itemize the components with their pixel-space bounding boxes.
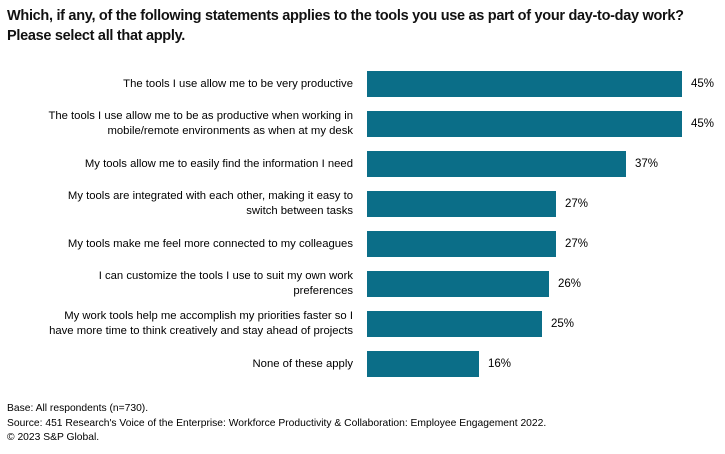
value-label: 27% bbox=[565, 198, 589, 210]
category-label: The tools I use allow me to be very prod… bbox=[123, 77, 353, 90]
chart-row: My tools make me feel more connected to … bbox=[0, 224, 725, 264]
value-label: 26% bbox=[558, 278, 582, 290]
chart-row: The tools I use allow me to be as produc… bbox=[0, 104, 725, 144]
category-label: My work tools help me accomplish my prio… bbox=[49, 310, 353, 337]
chart-row: None of these apply 16% bbox=[0, 344, 725, 384]
bar bbox=[367, 151, 626, 177]
bar bbox=[367, 231, 556, 257]
value-label: 27% bbox=[565, 238, 589, 250]
bar-chart: The tools I use allow me to be very prod… bbox=[0, 64, 725, 384]
bar bbox=[367, 111, 682, 137]
value-label: 25% bbox=[551, 318, 575, 330]
bar-area: 37% bbox=[367, 151, 725, 177]
chart-row: My tools are integrated with each other,… bbox=[0, 184, 725, 224]
bar bbox=[367, 71, 682, 97]
chart-row: The tools I use allow me to be very prod… bbox=[0, 64, 725, 104]
bar bbox=[367, 271, 549, 297]
category-label: None of these apply bbox=[252, 357, 354, 370]
value-label: 16% bbox=[488, 358, 512, 370]
bar-area: 45% bbox=[367, 71, 725, 97]
chart-title: Which, if any, of the following statemen… bbox=[7, 8, 684, 44]
bar bbox=[367, 311, 542, 337]
bar-area: 16% bbox=[367, 351, 725, 377]
bar bbox=[367, 351, 479, 377]
category-label: The tools I use allow me to be as produc… bbox=[48, 110, 353, 137]
value-label: 45% bbox=[691, 118, 715, 130]
footnote-base: Base: All respondents (n=730). bbox=[7, 403, 149, 414]
category-label: My tools make me feel more connected to … bbox=[67, 237, 353, 250]
value-label: 37% bbox=[635, 158, 659, 170]
bar-area: 27% bbox=[367, 191, 725, 217]
category-label: My tools allow me to easily find the inf… bbox=[84, 157, 353, 170]
chart-row: I can customize the tools I use to suit … bbox=[0, 264, 725, 304]
footnote-copyright: © 2023 S&P Global. bbox=[7, 432, 100, 443]
bar-area: 45% bbox=[367, 111, 725, 137]
chart-footnotes: Base: All respondents (n=730). Source: 4… bbox=[7, 402, 546, 446]
bar bbox=[367, 191, 556, 217]
bar-area: 25% bbox=[367, 311, 725, 337]
bar-area: 27% bbox=[367, 231, 725, 257]
category-label: I can customize the tools I use to suit … bbox=[98, 270, 353, 297]
footnote-source: Source: 451 Research's Voice of the Ente… bbox=[7, 417, 547, 429]
value-label: 45% bbox=[691, 78, 715, 90]
category-label: My tools are integrated with each other,… bbox=[67, 190, 353, 217]
chart-row: My work tools help me accomplish my prio… bbox=[0, 304, 725, 344]
bar-area: 26% bbox=[367, 271, 725, 297]
chart-row: My tools allow me to easily find the inf… bbox=[0, 144, 725, 184]
